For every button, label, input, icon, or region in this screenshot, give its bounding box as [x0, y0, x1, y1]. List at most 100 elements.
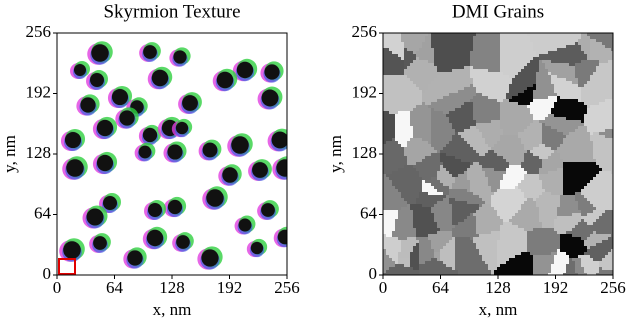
grain-cell	[563, 93, 566, 96]
grain-cell	[542, 123, 545, 126]
grain-cell	[392, 210, 395, 213]
grain-cell	[551, 159, 554, 162]
grain-cell	[518, 162, 521, 165]
grain-cell	[473, 189, 476, 192]
grain-cell	[500, 57, 503, 60]
grain-cell	[548, 120, 551, 123]
grain-cell	[416, 84, 419, 87]
grain-cell	[578, 174, 581, 177]
grain-cell	[425, 183, 428, 186]
grain-cell	[389, 84, 392, 87]
grain-cell	[584, 90, 587, 93]
grain-cell	[461, 204, 464, 207]
grain-cell	[422, 180, 425, 183]
grain-cell	[524, 114, 527, 117]
grain-cell	[458, 63, 461, 66]
grain-cell	[527, 168, 530, 171]
grain-cell	[569, 54, 572, 57]
grain-cell	[497, 141, 500, 144]
grain-cell	[476, 117, 479, 120]
grain-cell	[599, 129, 602, 132]
grain-cell	[533, 153, 536, 156]
grain-cell	[575, 48, 578, 51]
grain-cell	[512, 54, 515, 57]
grain-cell	[536, 165, 539, 168]
grain-cell	[542, 105, 545, 108]
grain-cell	[392, 201, 395, 204]
grain-cell	[473, 114, 476, 117]
grain-cell	[566, 141, 569, 144]
grain-cell	[386, 102, 389, 105]
grain-cell	[533, 48, 536, 51]
grain-cell	[533, 132, 536, 135]
grain-cell	[590, 123, 593, 126]
grain-cell	[485, 69, 488, 72]
grain-cell	[437, 129, 440, 132]
grain-cell	[392, 198, 395, 201]
skyrmion-core	[152, 70, 169, 87]
grain-cell	[527, 147, 530, 150]
grain-cell	[446, 99, 449, 102]
grain-cell	[542, 72, 545, 75]
grain-cell	[527, 69, 530, 72]
grain-cell	[458, 141, 461, 144]
grain-cell	[548, 48, 551, 51]
grain-cell	[455, 216, 458, 219]
grain-cell	[392, 159, 395, 162]
grain-cell	[554, 114, 557, 117]
grain-cell	[407, 45, 410, 48]
grain-cell	[539, 39, 542, 42]
grain-cell	[419, 210, 422, 213]
grain-cell	[572, 144, 575, 147]
grain-cell	[431, 213, 434, 216]
grain-cell	[398, 129, 401, 132]
grain-cell	[425, 177, 428, 180]
grain-cell	[449, 114, 452, 117]
grain-cell	[581, 159, 584, 162]
grain-cell	[431, 90, 434, 93]
grain-cell	[533, 90, 536, 93]
grain-cell	[512, 174, 515, 177]
grain-cell	[542, 177, 545, 180]
grain-cell	[404, 162, 407, 165]
grain-cell	[497, 135, 500, 138]
grain-cell	[569, 75, 572, 78]
grain-cell	[512, 156, 515, 159]
grain-cell	[440, 99, 443, 102]
grain-cell	[428, 174, 431, 177]
grain-cell	[533, 162, 536, 165]
grain-cell	[602, 150, 605, 153]
grain-cell	[512, 81, 515, 84]
grain-cell	[548, 186, 551, 189]
grain-cell	[545, 105, 548, 108]
grain-cell	[509, 201, 512, 204]
grain-cell	[500, 90, 503, 93]
grain-cell	[509, 192, 512, 195]
grain-cell	[395, 168, 398, 171]
grain-cell	[458, 75, 461, 78]
grain-cell	[509, 195, 512, 198]
grain-cell	[398, 90, 401, 93]
grain-cell	[398, 63, 401, 66]
grain-cell	[476, 108, 479, 111]
grain-cell	[518, 45, 521, 48]
grain-cell	[551, 180, 554, 183]
grain-cell	[458, 204, 461, 207]
grain-cell	[473, 84, 476, 87]
grain-cell	[419, 216, 422, 219]
grain-cell	[488, 96, 491, 99]
grain-cell	[404, 195, 407, 198]
grain-cell	[392, 216, 395, 219]
grain-cell	[518, 78, 521, 81]
grain-cell	[386, 171, 389, 174]
grain-cell	[491, 129, 494, 132]
grain-cell	[545, 153, 548, 156]
grain-cell	[452, 129, 455, 132]
grain-cell	[434, 135, 437, 138]
grain-cell	[497, 75, 500, 78]
grain-cell	[506, 138, 509, 141]
grain-cell	[416, 198, 419, 201]
grain-cell	[461, 198, 464, 201]
grain-cell	[599, 102, 602, 105]
grain-cell	[602, 36, 605, 39]
